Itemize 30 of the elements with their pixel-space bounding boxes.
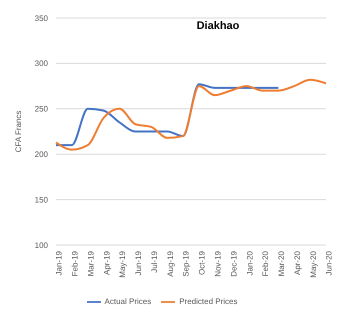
x-tick-label: Apr-19 xyxy=(102,250,112,276)
chart-title: Diakhao xyxy=(196,20,240,32)
x-tick-label: Dec-19 xyxy=(229,250,238,277)
x-tick-label: Oct-19 xyxy=(198,250,207,276)
legend-label: Predicted Prices xyxy=(179,297,238,306)
x-tick-label: Mar-20 xyxy=(277,250,286,276)
y-tick-label: 100 xyxy=(34,240,49,250)
y-axis-title: CFA Francs xyxy=(14,110,23,152)
x-tick-label: Feb-19 xyxy=(70,250,80,276)
x-tick-label: Jan-20 xyxy=(245,250,254,276)
x-tick-label: May-20 xyxy=(308,250,318,278)
y-tick-label: 150 xyxy=(34,195,49,204)
x-tick-label: Apr-20 xyxy=(292,250,302,276)
y-tick-label: 250 xyxy=(34,104,49,114)
x-tick-label: May-19 xyxy=(118,250,128,278)
x-tick-label: Jan-19 xyxy=(54,250,64,276)
x-tick-label: Jul-19 xyxy=(150,250,159,273)
x-tick-label: Jun-19 xyxy=(134,250,144,276)
legend-label: Actual Prices xyxy=(104,297,152,306)
y-tick-label: 350 xyxy=(34,14,49,23)
x-tick-label: Aug-19 xyxy=(166,250,175,277)
y-tick-label: 200 xyxy=(34,150,49,160)
x-tick-label: Mar-19 xyxy=(86,250,96,276)
x-tick-label: Sep-19 xyxy=(182,250,191,277)
x-tick-label: Nov-19 xyxy=(214,250,223,277)
line-series xyxy=(55,83,280,146)
line-series xyxy=(55,78,327,151)
x-tick-label: Jun-20 xyxy=(324,250,334,276)
x-tick-label: Feb-20 xyxy=(261,250,270,276)
y-tick-label: 300 xyxy=(34,59,49,68)
